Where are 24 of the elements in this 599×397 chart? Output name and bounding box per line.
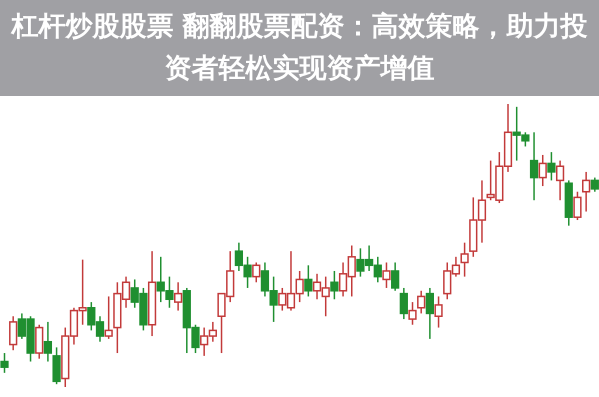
- candlestick: [391, 262, 400, 292]
- candlestick: [252, 262, 260, 284]
- candlestick: [9, 316, 18, 351]
- candlestick: [530, 132, 538, 201]
- chart-title: 杠杆炒股股票 翻翻股票配资：高效策略，助力投资者轻松实现资产增值: [10, 10, 589, 86]
- candlestick: [460, 242, 469, 278]
- candlestick: [304, 264, 312, 298]
- candlestick: [408, 301, 417, 326]
- candlestick: [330, 270, 339, 300]
- candlestick: [417, 290, 426, 314]
- candlestick: [573, 190, 582, 221]
- candlestick: [44, 321, 52, 362]
- candlestick: [590, 176, 599, 192]
- candlestick: [556, 160, 564, 201]
- candlestick: [174, 282, 182, 312]
- candlestick: [400, 287, 408, 320]
- candlestick: [0, 352, 9, 374]
- candlestick: [434, 296, 443, 328]
- candlestick: [582, 171, 590, 212]
- candlestick: [426, 287, 434, 340]
- candlestick: [547, 151, 556, 182]
- candlestick: [382, 262, 391, 289]
- candlestick: [104, 296, 113, 340]
- candlestick: [538, 154, 547, 187]
